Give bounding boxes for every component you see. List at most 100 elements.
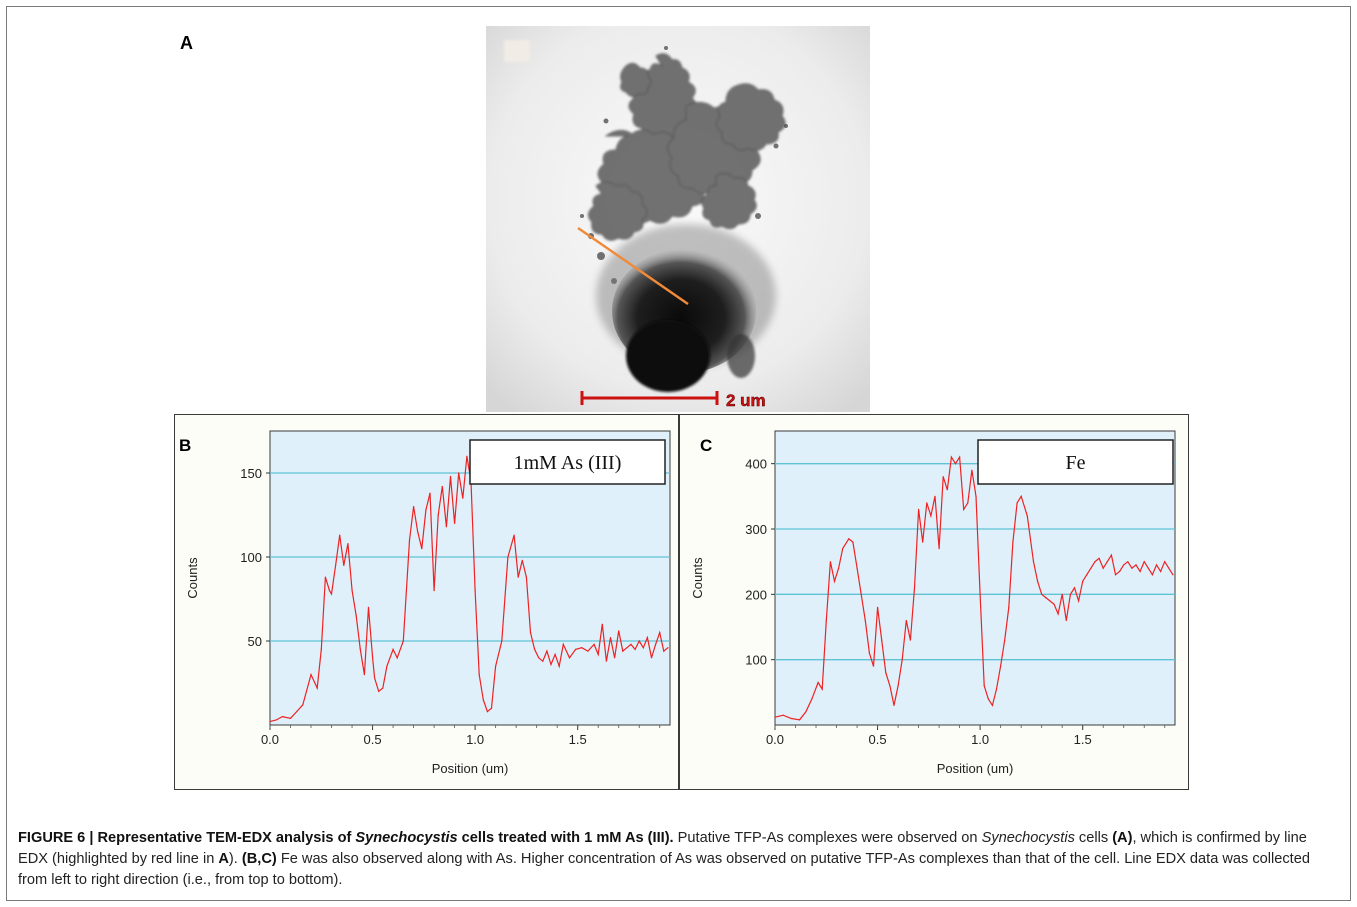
data-point [525, 576, 528, 578]
caption-title-part2: cells treated with 1 mM As (III). [457, 830, 674, 846]
data-point [913, 587, 916, 589]
data-point [269, 721, 271, 723]
data-point [954, 463, 957, 465]
y-axis-label: Counts [185, 557, 200, 599]
data-point [1123, 564, 1125, 566]
data-point [458, 472, 460, 474]
data-point [1086, 574, 1088, 576]
caption-title-part1: Representative TEM-EDX analysis of [97, 830, 356, 846]
data-point [842, 548, 844, 550]
x-axis-label: Position (um) [432, 761, 509, 776]
data-point [876, 606, 879, 608]
data-point [330, 593, 333, 595]
data-point [378, 690, 380, 692]
data-point [930, 515, 932, 517]
data-point [959, 456, 961, 458]
data-point [343, 564, 345, 566]
data-point [825, 619, 827, 622]
data-point [339, 534, 341, 536]
data-point [1041, 593, 1043, 595]
data-point [817, 681, 819, 684]
data-point [601, 623, 603, 625]
panel-label-c: C [700, 436, 713, 455]
data-point [1012, 541, 1014, 543]
data-point [529, 632, 532, 634]
data-point [667, 647, 669, 649]
data-point [558, 665, 560, 667]
caption-body-5: Fe was also observed along with As. High… [18, 851, 1310, 888]
line-chart-b: 50 100 150 0.0 0.5 1.0 1.5 1mM As (III) Position… [185, 430, 671, 776]
data-point [642, 647, 644, 649]
data-point [1131, 567, 1133, 569]
tem-micrograph: 2 um [486, 26, 870, 412]
data-point [402, 640, 404, 642]
data-point [799, 719, 801, 721]
data-point [833, 580, 836, 582]
data-point [881, 639, 883, 641]
data-point [860, 593, 862, 595]
data-point [546, 650, 548, 652]
data-point [534, 648, 536, 650]
data-point [1160, 570, 1162, 573]
data-point [575, 648, 577, 650]
data-point [967, 502, 969, 504]
data-point [593, 643, 595, 645]
data-point [538, 657, 540, 659]
data-point [856, 567, 858, 569]
data-point [554, 653, 556, 656]
data-point [587, 650, 589, 652]
caption-ref-a: (A) [1112, 830, 1133, 846]
scale-bar-label: 2 um [726, 391, 766, 410]
legend-box [469, 439, 666, 485]
data-point [324, 576, 326, 578]
data-point [1032, 561, 1035, 563]
data-point [872, 665, 875, 667]
data-point [1000, 665, 1002, 667]
data-point [1069, 593, 1071, 595]
data-point [909, 639, 911, 641]
data-point [950, 456, 953, 458]
y-tick-label: 300 [745, 522, 767, 537]
data-point [316, 687, 318, 689]
data-point [774, 716, 776, 718]
x-tick-label: 1.0 [466, 732, 484, 747]
data-point [429, 492, 431, 494]
data-point [1143, 561, 1145, 563]
data-point [897, 685, 899, 687]
data-point [1106, 561, 1108, 563]
legend-label: Fe [1066, 452, 1086, 474]
data-point [359, 648, 361, 650]
data-point [1147, 567, 1149, 569]
data-point [371, 657, 374, 659]
data-point [605, 660, 608, 662]
data-point [942, 476, 944, 478]
figure-frame [6, 6, 1351, 901]
data-point [868, 652, 870, 654]
data-point [848, 538, 850, 540]
data-point [991, 704, 994, 706]
data-point [1098, 557, 1100, 559]
data-point [568, 657, 571, 659]
data-point [987, 698, 989, 700]
data-point [782, 714, 784, 716]
data-point [495, 665, 497, 667]
x-tick-label: 0.5 [869, 732, 887, 747]
y-tick-label: 400 [745, 457, 767, 472]
data-point [979, 593, 981, 595]
data-point [281, 716, 283, 718]
x-tick-label: 0.0 [261, 732, 279, 747]
caption-ref-a-inline: A [218, 851, 229, 867]
data-point [1114, 574, 1117, 576]
data-point [934, 495, 936, 497]
data-point [521, 559, 523, 561]
data-point [433, 590, 435, 592]
data-point [655, 643, 657, 645]
data-point [490, 707, 493, 709]
data-point [1102, 567, 1104, 569]
chart-panel-b: B 50 100 150 0.0 0.5 1.0 1.5 1mM As (III) Positi… [174, 414, 679, 790]
x-tick-label: 1.0 [971, 732, 989, 747]
y-tick-label: 150 [240, 466, 262, 481]
data-point [517, 576, 519, 578]
data-point [852, 541, 854, 543]
caption-body-species: Synechocystis [981, 830, 1075, 846]
